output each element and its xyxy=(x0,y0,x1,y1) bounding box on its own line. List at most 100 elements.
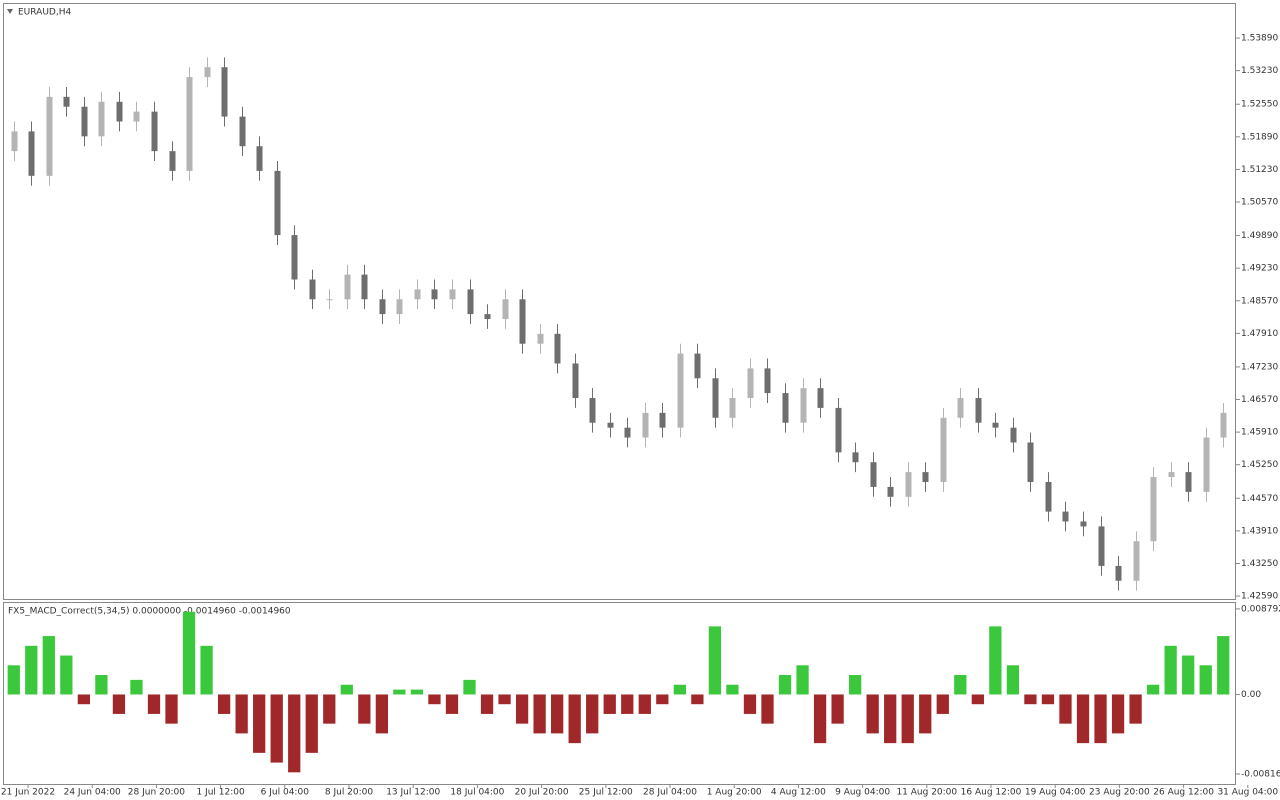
candle-body xyxy=(747,368,754,399)
y-tick-label: 1.48570 xyxy=(1241,296,1278,306)
candle-body xyxy=(835,407,842,453)
candle-body xyxy=(414,289,421,300)
histogram-bar xyxy=(7,665,20,695)
histogram-bar xyxy=(1199,665,1212,695)
candle-body xyxy=(11,131,18,152)
candle-body xyxy=(782,393,789,423)
candle-body xyxy=(396,299,403,315)
x-tick-label: 24 Jun 04:00 xyxy=(64,788,121,798)
y-tick-label: 1.53890 xyxy=(1241,34,1278,44)
candle-body xyxy=(905,472,912,497)
candle-body xyxy=(519,299,526,344)
histogram-bar xyxy=(480,694,494,714)
histogram-bar xyxy=(235,694,248,734)
indicator-title: FX5_MACD_Correct(5,34,5) 0.0000000 -0.00… xyxy=(8,607,291,617)
x-tick-label: 28 Jul 04:00 xyxy=(643,788,697,798)
y-tick-label: 1.47910 xyxy=(1241,329,1278,339)
x-tick-label: 4 Aug 12:00 xyxy=(771,788,826,798)
histogram-bar xyxy=(1041,694,1055,705)
histogram-bar xyxy=(1129,694,1142,724)
candle-body xyxy=(764,368,771,394)
x-tick-label: 19 Aug 04:00 xyxy=(1025,788,1086,798)
histogram-bar xyxy=(1182,655,1195,695)
x-tick-label: 9 Aug 04:00 xyxy=(835,788,890,798)
histogram-bar xyxy=(305,694,318,753)
menu-arrow[interactable] xyxy=(7,9,13,14)
x-tick-label: 8 Jul 20:00 xyxy=(325,788,374,798)
histogram-bar xyxy=(691,694,704,705)
x-tick-label: 1 Aug 20:00 xyxy=(707,788,762,798)
candle-body xyxy=(817,388,824,408)
x-tick-label: 31 Aug 04:00 xyxy=(1217,788,1278,798)
histogram-bar xyxy=(971,694,984,705)
y-tick-label: 1.49890 xyxy=(1241,231,1278,241)
histogram-bar xyxy=(761,694,774,724)
candle-body xyxy=(1115,565,1122,581)
histogram-bar xyxy=(130,679,143,695)
candle-body xyxy=(169,151,176,171)
indicator-panel xyxy=(3,602,1236,785)
candle-body xyxy=(589,398,596,423)
candle-body xyxy=(484,314,491,320)
candle-body xyxy=(659,412,666,428)
y-tick-label: 1.45250 xyxy=(1241,460,1278,470)
histogram-bar xyxy=(884,694,897,744)
y-tick-label: 1.50570 xyxy=(1241,198,1278,208)
histogram-bar xyxy=(638,694,651,714)
candle-body xyxy=(309,279,316,300)
histogram-bar xyxy=(182,611,196,695)
candle-body xyxy=(607,422,614,428)
x-tick-label: 23 Aug 20:00 xyxy=(1089,788,1150,798)
histogram-bar xyxy=(901,694,914,744)
histogram-bar xyxy=(743,694,757,714)
histogram-bar xyxy=(603,694,616,714)
candle-body xyxy=(852,452,859,463)
histogram-bar xyxy=(253,694,266,753)
histogram-bar xyxy=(393,689,406,695)
candle-body xyxy=(502,299,509,320)
x-tick-label: 26 Aug 12:00 xyxy=(1153,788,1214,798)
histogram-bar xyxy=(1076,694,1090,744)
histogram-bar xyxy=(568,694,581,744)
y-tick-label: 1.52550 xyxy=(1241,100,1278,110)
candle-body xyxy=(554,333,561,364)
candle-body xyxy=(712,378,719,418)
histogram-bar xyxy=(656,694,669,705)
candle-body xyxy=(239,116,246,147)
candle-body xyxy=(624,427,631,438)
histogram-bar xyxy=(428,694,441,705)
candle-body xyxy=(1080,521,1087,527)
histogram-bar xyxy=(463,679,476,695)
histogram-bar xyxy=(1164,645,1177,695)
histogram-bar xyxy=(936,694,949,714)
histogram-bar xyxy=(551,694,564,734)
histogram-bar xyxy=(217,694,231,714)
candle-body xyxy=(677,353,684,428)
histogram-bar xyxy=(866,694,879,734)
histogram-bar xyxy=(796,665,809,695)
candle-body xyxy=(467,289,474,315)
candle-body xyxy=(151,111,158,152)
histogram-bar xyxy=(673,684,686,695)
candle-body xyxy=(46,96,53,176)
symbol-title: EURAUD,H4 xyxy=(18,8,71,18)
histogram-bar xyxy=(1006,665,1020,695)
histogram-bar xyxy=(989,626,1002,695)
histogram-bar xyxy=(375,694,388,734)
x-tick-label: 25 Jul 12:00 xyxy=(579,788,633,798)
x-tick-label: 1 Jul 12:00 xyxy=(196,788,245,798)
candle-body xyxy=(256,146,263,171)
candle-body xyxy=(63,96,70,107)
histogram-bar xyxy=(323,694,336,724)
candle-body xyxy=(274,170,281,236)
candle-body xyxy=(1045,481,1052,512)
histogram-bar xyxy=(498,694,511,705)
candle-body xyxy=(361,274,368,300)
y-tick-label: 0.0087924 xyxy=(1241,604,1280,614)
candle-body xyxy=(81,106,88,137)
histogram-bar xyxy=(1111,694,1125,734)
candle-body xyxy=(1010,427,1017,443)
candle-body xyxy=(642,412,649,438)
